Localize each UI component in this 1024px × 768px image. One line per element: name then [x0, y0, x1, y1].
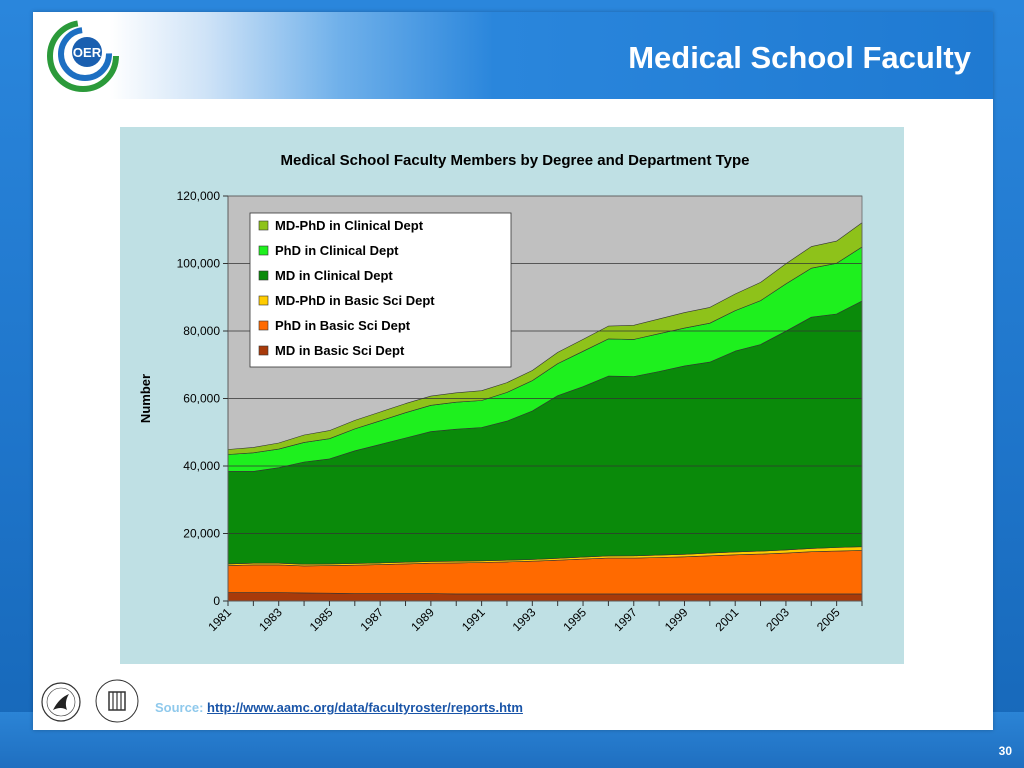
y-tick-label: 0 — [213, 594, 220, 608]
header-band — [33, 12, 993, 99]
x-tick-label: 2003 — [763, 605, 792, 634]
x-tick-label: 1985 — [307, 605, 336, 634]
x-tick-label: 1997 — [611, 605, 640, 634]
legend-label: MD-PhD in Basic Sci Dept — [275, 293, 435, 308]
x-tick-label: 2005 — [814, 605, 843, 634]
y-tick-label: 100,000 — [177, 257, 221, 271]
legend-swatch — [258, 320, 269, 331]
page-title: Medical School Faculty — [628, 40, 971, 75]
legend-swatch — [258, 220, 269, 231]
oer-logo: OER — [43, 20, 123, 92]
source-link[interactable]: http://www.aamc.org/data/facultyroster/r… — [207, 700, 523, 715]
x-tick-label: 1991 — [459, 605, 488, 634]
legend-label: MD in Basic Sci Dept — [275, 343, 405, 358]
chart-panel: Medical School Faculty Members by Degree… — [120, 127, 904, 664]
slide-number: 30 — [998, 744, 1012, 758]
x-tick-label: 1989 — [408, 605, 437, 634]
x-tick-label: 2001 — [713, 605, 742, 634]
x-tick-label: 1993 — [510, 605, 539, 634]
x-tick-label: 1981 — [205, 605, 234, 634]
y-axis-label: Number — [138, 374, 153, 423]
footer-logos — [39, 676, 149, 726]
legend-swatch — [258, 245, 269, 256]
x-tick-label: 1999 — [662, 605, 691, 634]
source-citation: Source: http://www.aamc.org/data/faculty… — [155, 700, 523, 715]
legend — [249, 212, 512, 368]
x-tick-label: 1983 — [256, 605, 285, 634]
y-tick-label: 60,000 — [183, 392, 220, 406]
chart-title: Medical School Faculty Members by Degree… — [280, 152, 749, 169]
y-tick-label: 80,000 — [183, 324, 220, 338]
x-tick-label: 1995 — [560, 605, 589, 634]
y-tick-label: 40,000 — [183, 459, 220, 473]
stacked-area-chart: Medical School Faculty Members by Degree… — [138, 152, 863, 634]
legend-swatch — [258, 345, 269, 356]
y-tick-label: 120,000 — [177, 189, 221, 203]
legend-label: MD-PhD in Clinical Dept — [275, 218, 424, 233]
x-tick-label: 1987 — [357, 605, 386, 634]
slide-content: OER Medical School Faculty Medical Schoo… — [33, 12, 993, 730]
legend-swatch — [258, 295, 269, 306]
logo-text: OER — [73, 45, 102, 60]
nih-logo-icon — [95, 679, 139, 723]
legend-label: MD in Clinical Dept — [275, 268, 393, 283]
source-label: Source: — [155, 700, 204, 715]
legend-label: PhD in Basic Sci Dept — [275, 318, 411, 333]
legend-swatch — [258, 270, 269, 281]
hhs-seal-icon — [41, 682, 81, 722]
legend-label: PhD in Clinical Dept — [275, 243, 399, 258]
y-tick-label: 20,000 — [183, 527, 220, 541]
